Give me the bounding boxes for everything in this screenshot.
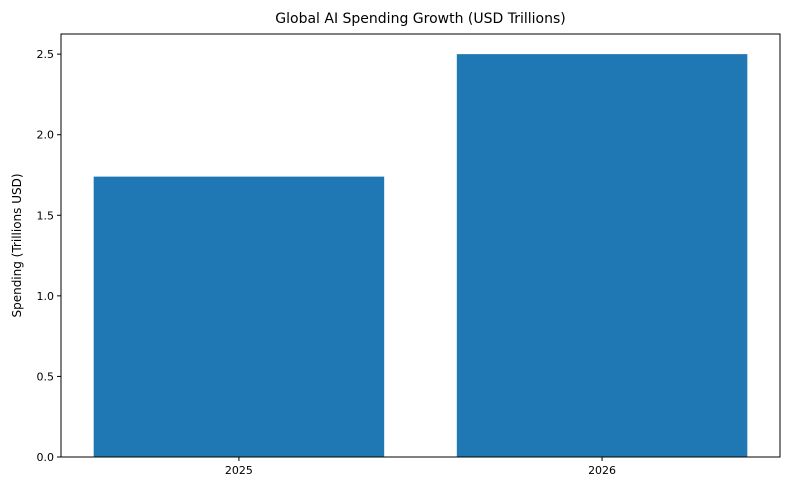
- y-tick-label: 0.0: [37, 451, 55, 464]
- y-tick-label: 1.0: [37, 290, 55, 303]
- chart-title: Global AI Spending Growth (USD Trillions…: [275, 11, 565, 27]
- bar-2025: [93, 176, 385, 457]
- y-axis-label: Spending (Trillions USD): [10, 173, 24, 317]
- y-tick-label: 1.5: [37, 209, 55, 222]
- x-tick-label: 2025: [225, 464, 253, 477]
- bar-2026: [456, 54, 748, 458]
- y-tick-label: 0.5: [37, 370, 55, 383]
- y-tick-label: 2.5: [37, 48, 55, 61]
- axes-frame: [60, 33, 781, 458]
- y-tick-label: 2.0: [37, 129, 55, 142]
- x-tick-label: 2026: [588, 464, 616, 477]
